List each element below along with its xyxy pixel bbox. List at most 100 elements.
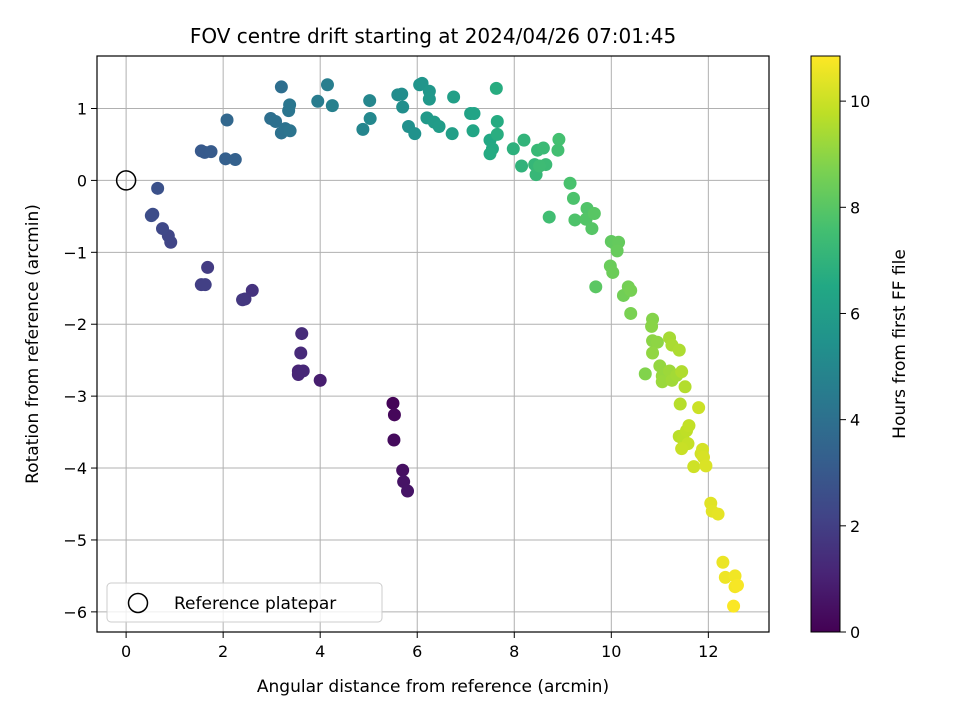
y-tick-label: 1: [77, 99, 87, 118]
data-point: [533, 159, 547, 173]
chart-title: FOV centre drift starting at 2024/04/26 …: [190, 24, 676, 48]
data-point: [204, 145, 218, 159]
colorbar-gradient: [810, 55, 841, 633]
points: [144, 76, 744, 613]
data-point: [675, 442, 689, 456]
data-point: [566, 191, 580, 205]
data-point: [156, 222, 170, 236]
data-point: [432, 119, 446, 133]
data-point: [682, 419, 696, 433]
data-point: [283, 98, 297, 112]
data-point: [653, 359, 667, 373]
data-point: [589, 280, 603, 294]
data-point: [198, 278, 212, 292]
y-tick-label: −4: [63, 459, 87, 478]
data-point: [483, 147, 497, 161]
data-point: [645, 319, 659, 333]
data-point: [610, 244, 624, 258]
x-axis-title: Angular distance from reference (arcmin): [257, 677, 609, 697]
legend-label: Reference platepar: [174, 594, 336, 614]
y-tick-label: 0: [77, 171, 87, 190]
data-point: [675, 365, 689, 379]
data-point: [551, 143, 565, 157]
data-point: [542, 210, 556, 224]
data-point: [515, 159, 529, 173]
data-point: [678, 380, 692, 394]
x-tick-label: 0: [121, 642, 131, 661]
data-point: [220, 113, 234, 127]
data-point: [228, 153, 242, 167]
y-tick-label: −1: [63, 243, 87, 262]
data-point: [646, 346, 660, 360]
data-point: [490, 127, 504, 141]
data-point: [563, 176, 577, 190]
data-point: [489, 81, 503, 95]
x-tick-label: 6: [412, 642, 422, 661]
data-point: [552, 132, 566, 146]
data-point: [396, 463, 410, 477]
data-point: [295, 327, 309, 341]
data-point: [447, 90, 461, 104]
y-tick-label: −2: [63, 315, 87, 334]
data-point: [296, 364, 310, 378]
data-point: [624, 306, 638, 320]
data-point: [445, 127, 459, 141]
data-point: [294, 346, 308, 360]
data-point: [245, 283, 259, 297]
data-point: [219, 152, 233, 166]
data-point: [506, 142, 520, 156]
data-point: [730, 578, 744, 592]
data-point: [274, 80, 288, 94]
x-tick-label: 12: [698, 642, 718, 661]
data-point: [699, 459, 713, 473]
data-point: [144, 209, 158, 223]
data-point: [236, 293, 250, 307]
data-point: [283, 124, 297, 138]
data-point: [313, 373, 327, 387]
data-point: [269, 114, 283, 128]
colorbar-tick-label: 2: [850, 517, 860, 536]
plot-frame: [96, 55, 770, 633]
legend-marker-icon: [127, 592, 149, 614]
data-point: [356, 122, 370, 136]
x-tick-label: 2: [218, 642, 228, 661]
colorbar: 0 2 4 6 8 10 Hours from first FF file: [810, 55, 910, 642]
data-point: [311, 94, 325, 108]
data-point: [587, 206, 601, 220]
data-point: [655, 375, 669, 389]
data-point: [466, 124, 480, 138]
data-point: [151, 181, 165, 195]
data-point: [517, 133, 531, 147]
data-point: [585, 222, 599, 236]
colorbar-tick-label: 10: [850, 92, 870, 111]
y-tick-label: −5: [63, 531, 87, 550]
data-point: [638, 367, 652, 381]
data-point: [536, 141, 550, 155]
data-point: [387, 408, 401, 422]
y-axis: −6 −5 −4 −3 −2 −1 0 1: [63, 99, 97, 622]
x-tick-label: 8: [509, 642, 519, 661]
data-point: [401, 484, 415, 498]
x-axis: 0 2 4 6 8 10 12: [121, 632, 719, 661]
grid: [97, 56, 769, 632]
data-point: [387, 433, 401, 447]
data-point: [320, 78, 334, 92]
colorbar-tick-label: 4: [850, 411, 860, 430]
data-point: [325, 99, 339, 113]
data-point: [395, 87, 409, 101]
colorbar-tick-label: 0: [850, 623, 860, 642]
data-point: [650, 335, 664, 349]
x-tick-label: 4: [315, 642, 325, 661]
data-point: [363, 94, 377, 108]
colorbar-title: Hours from first FF file: [890, 249, 910, 439]
legend-box: [106, 582, 383, 623]
data-point: [422, 92, 436, 106]
y-tick-label: −6: [63, 603, 87, 622]
reference-platepar-marker: [115, 170, 137, 191]
data-point: [396, 100, 410, 114]
data-point: [363, 112, 377, 126]
data-point: [568, 213, 582, 227]
data-point: [467, 107, 481, 121]
colorbar-tick-label: 8: [850, 198, 860, 217]
